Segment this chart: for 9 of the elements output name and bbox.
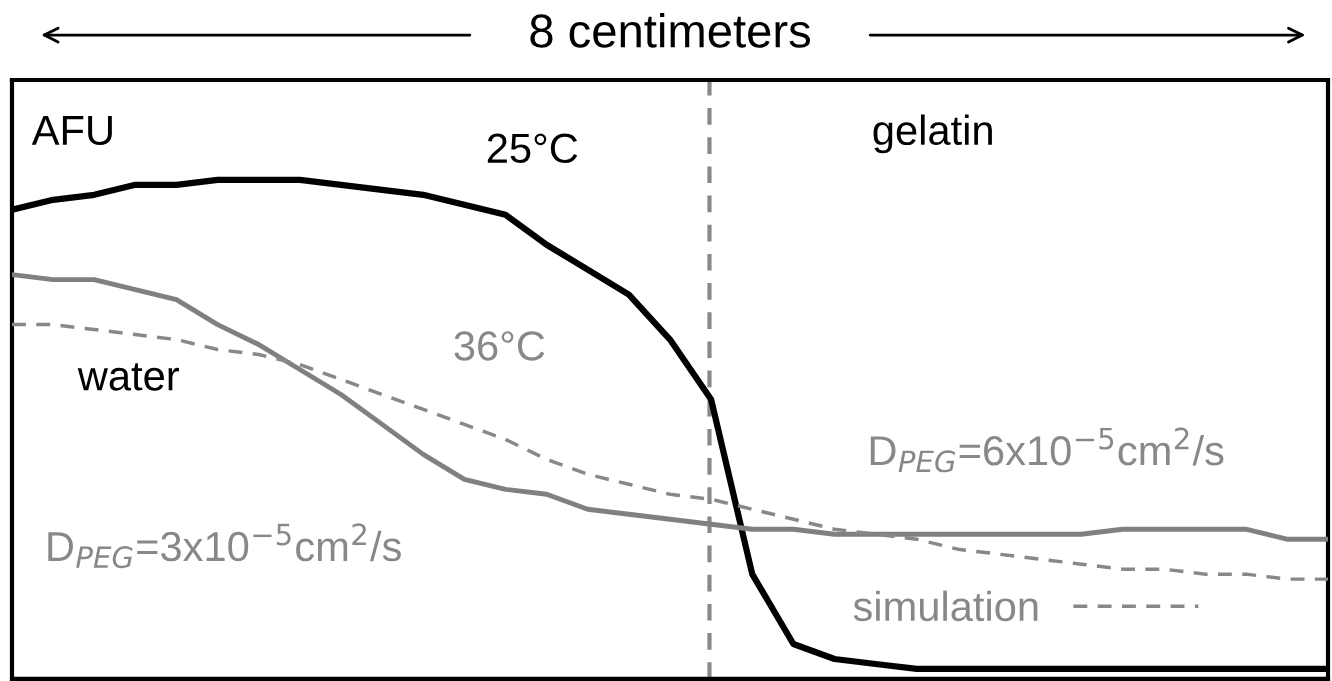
text: AFU [31, 116, 112, 146]
legend-label: simulation [853, 590, 1038, 622]
x-axis-title: 8 centimeters [530, 13, 811, 48]
annotation: 36°C [454, 331, 545, 361]
annotation: D$_{PEG}$=6x10$^{−5}$cm$^{2}$/s [870, 427, 1224, 473]
annotation: water [77, 363, 179, 391]
annotation: D$_{PEG}$=3x10$^{−5}$cm$^{2}$/s [48, 523, 401, 569]
text: 25°C [487, 133, 578, 164]
text: gelatin [873, 114, 992, 154]
